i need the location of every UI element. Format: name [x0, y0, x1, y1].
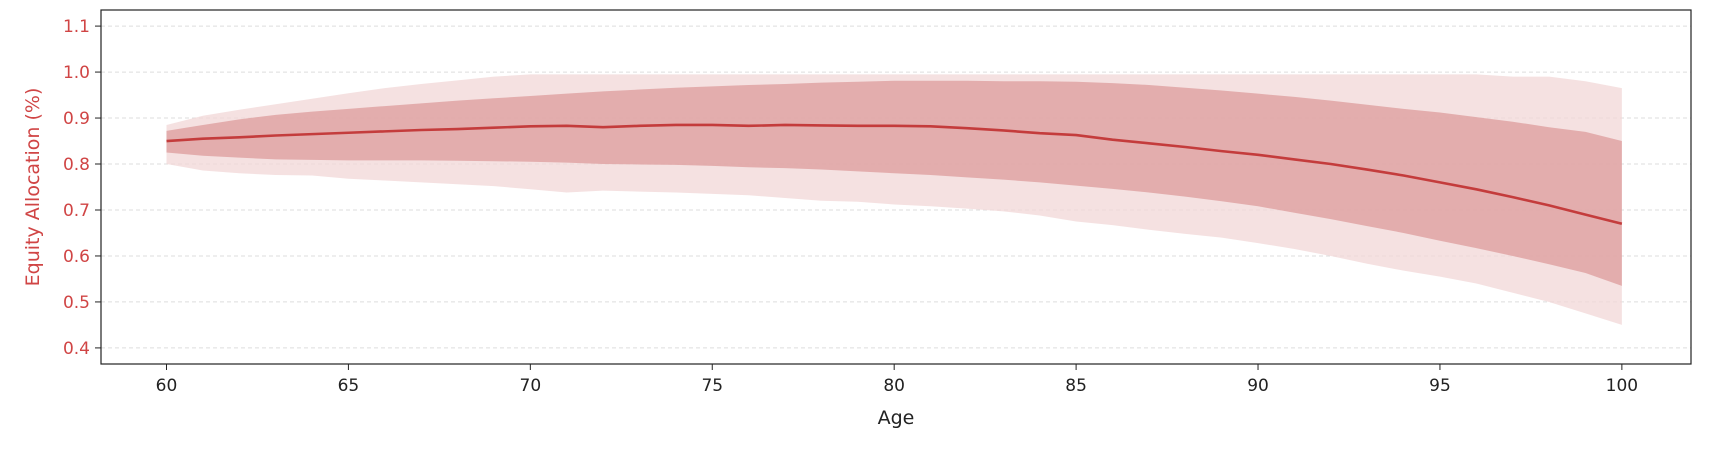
x-tick-label-6: 90 [1247, 376, 1269, 396]
x-tick-label-3: 75 [701, 376, 723, 396]
y-tick-label-5: 0.9 [63, 109, 90, 129]
y-axis-ticks: 0.4 0.5 0.6 0.7 0.8 0.9 1.0 1.1 [63, 17, 101, 359]
y-tick-label-0: 0.4 [63, 339, 90, 359]
y-tick-label-7: 1.1 [63, 17, 90, 37]
x-tick-label-5: 85 [1065, 376, 1087, 396]
x-tick-label-7: 95 [1429, 376, 1451, 396]
x-tick-label-0: 60 [156, 376, 178, 396]
y-tick-label-3: 0.7 [63, 201, 90, 221]
x-axis-label: Age [878, 407, 915, 429]
x-tick-label-4: 80 [883, 376, 905, 396]
median-line-layer [166, 123, 1623, 226]
y-tick-label-4: 0.8 [63, 155, 90, 175]
percentile-bands [166, 74, 1622, 325]
x-tick-label-8: 100 [1606, 376, 1638, 396]
y-tick-label-6: 1.0 [63, 63, 90, 83]
x-axis-ticks: 60 65 70 75 80 85 90 95 100 [156, 364, 1638, 396]
x-tick-label-1: 65 [338, 376, 360, 396]
x-tick-label-2: 70 [520, 376, 542, 396]
median-line [166, 123, 1623, 226]
y-tick-label-1: 0.5 [63, 293, 90, 313]
inner-percentile-band [166, 80, 1622, 286]
y-axis-label: Equity Allocation (%) [22, 88, 44, 287]
y-tick-label-2: 0.6 [63, 247, 90, 267]
plot-frame [100, 9, 1692, 365]
